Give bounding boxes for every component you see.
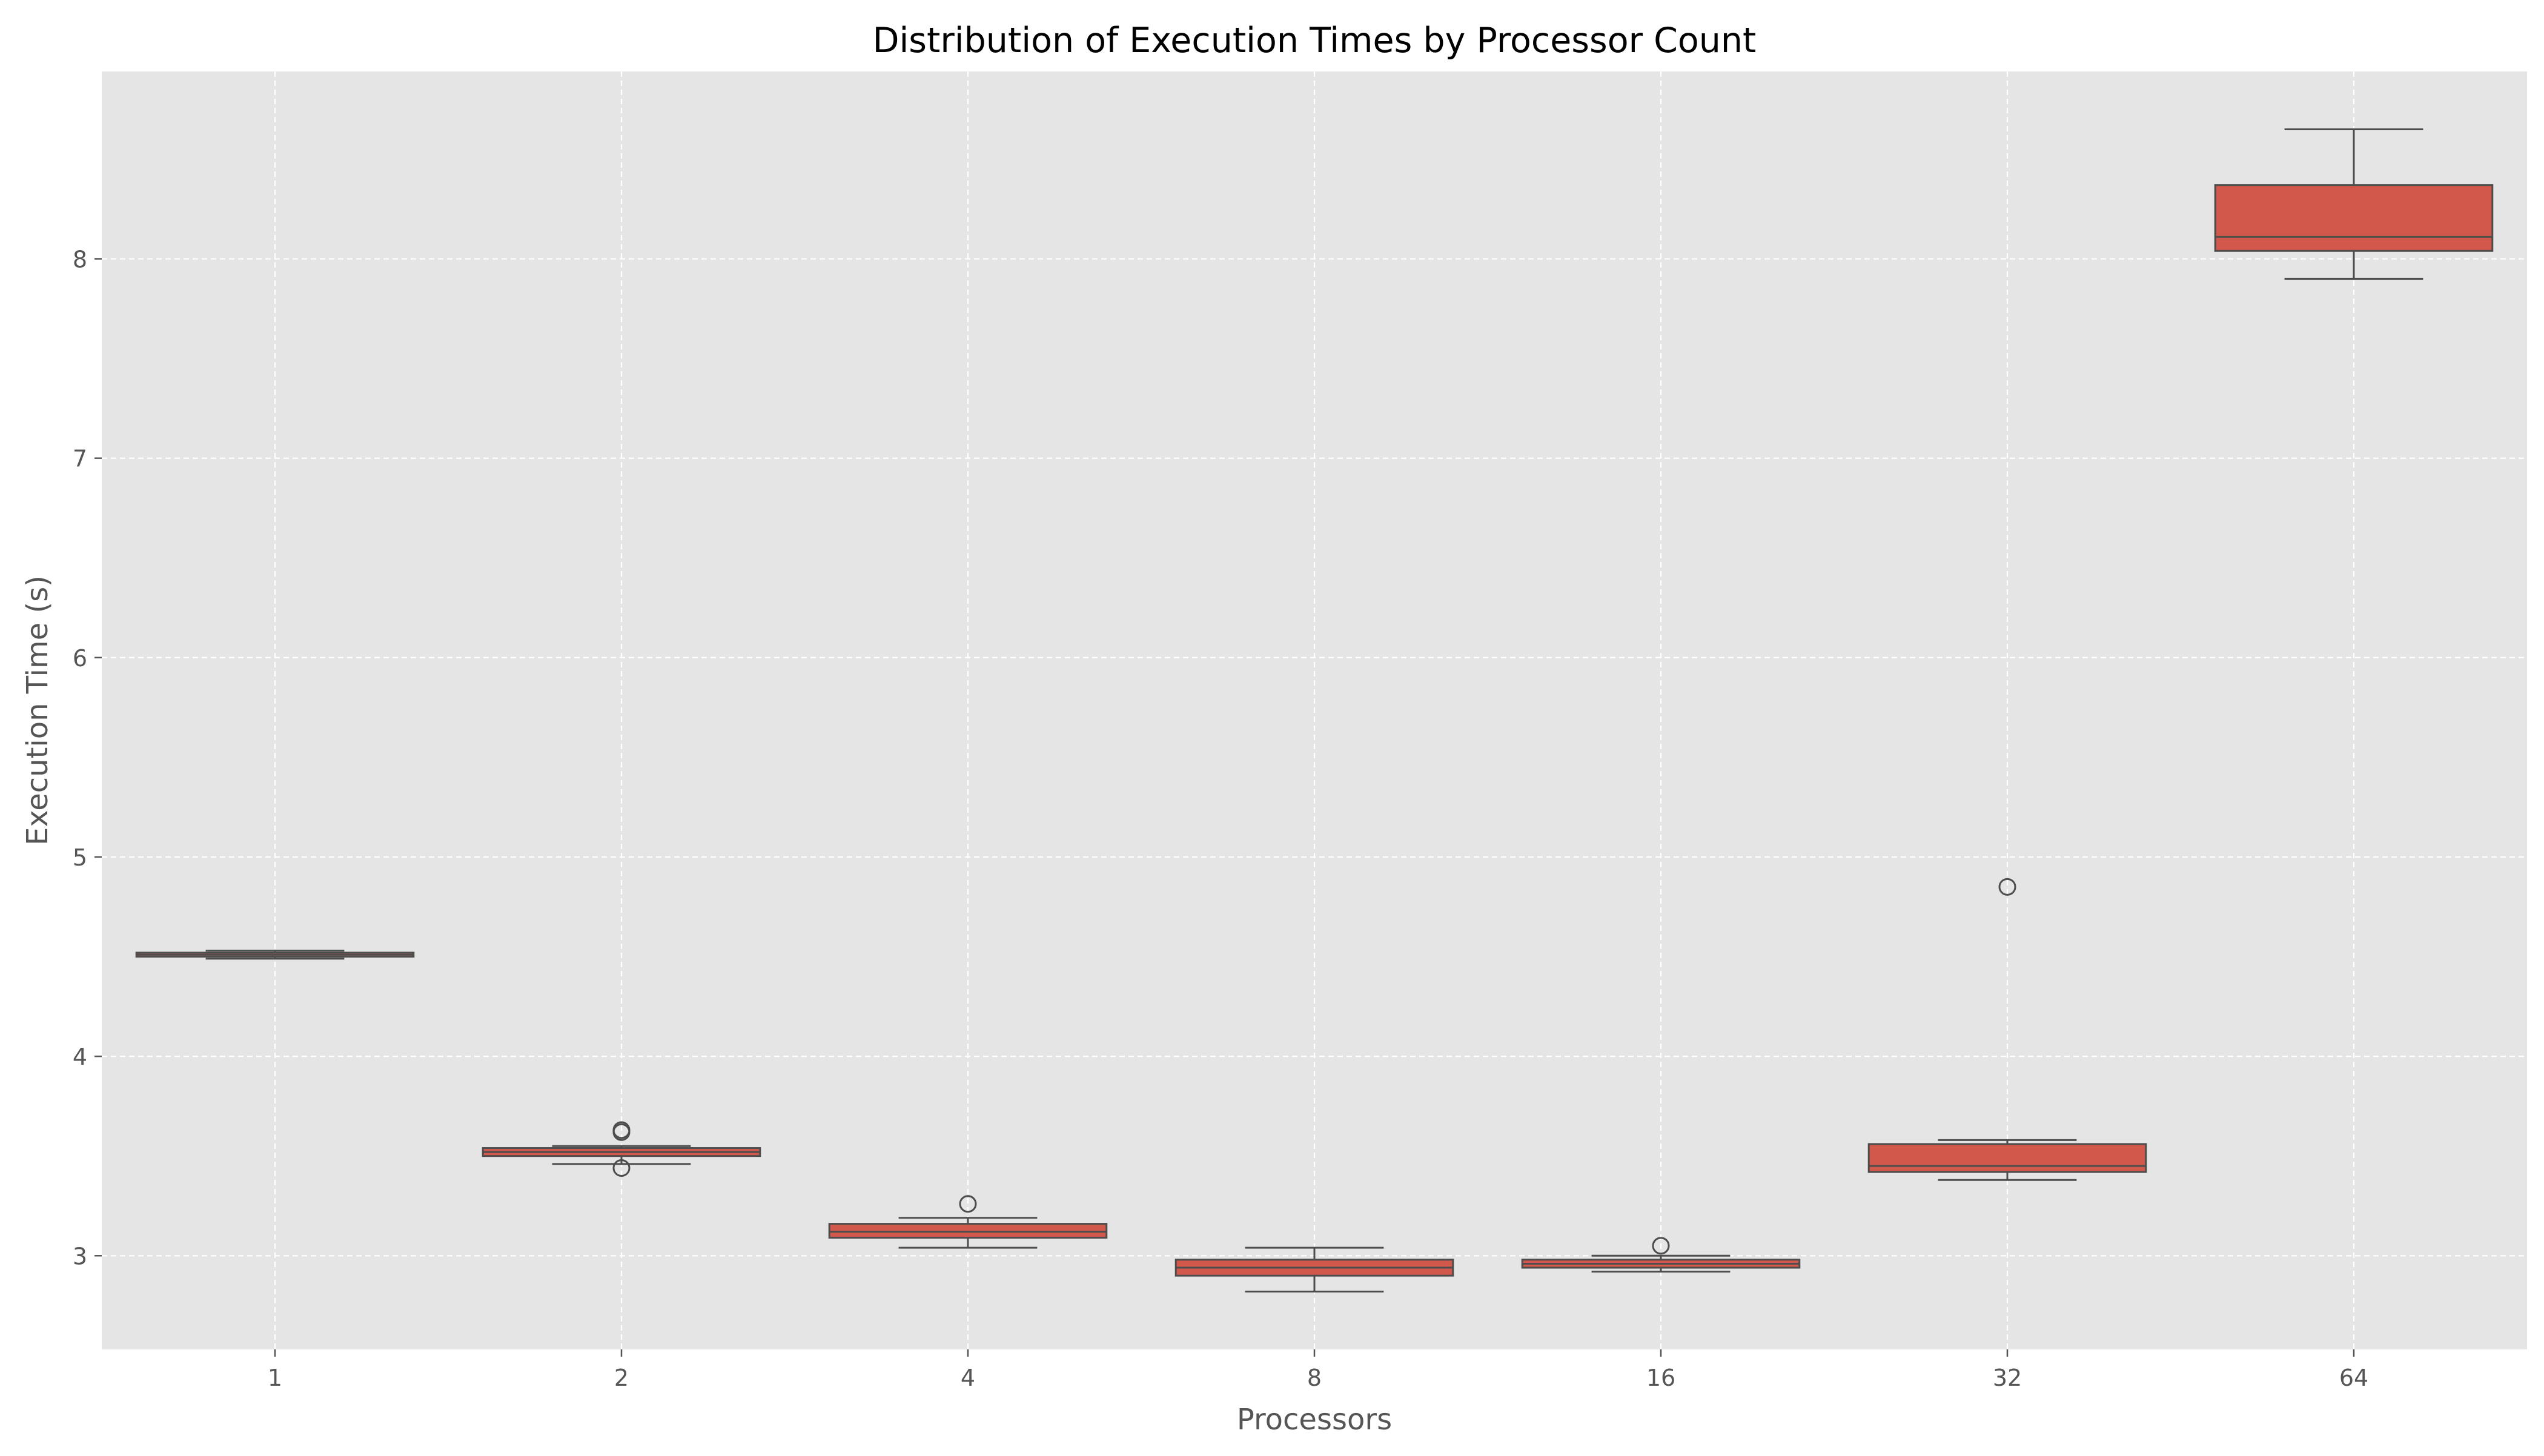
outlier-point <box>612 1159 631 1177</box>
x-tick-label: 32 <box>1993 1365 2022 1391</box>
y-tick-label: 4 <box>73 1044 87 1070</box>
chart-title: Distribution of Execution Times by Proce… <box>873 21 1757 61</box>
x-tick-label: 8 <box>1307 1365 1322 1391</box>
x-axis-label: Processors <box>1237 1403 1392 1437</box>
box-group-1 <box>135 950 415 960</box>
grid-lines <box>102 71 2527 1349</box>
box-group-32 <box>1867 878 2147 1181</box>
y-tick-label: 3 <box>73 1243 87 1269</box>
x-tick-label: 1 <box>268 1365 282 1391</box>
box-group-16 <box>1521 1237 1801 1273</box>
outlier-point <box>612 1123 631 1141</box>
x-tick-label: 64 <box>2339 1365 2368 1391</box>
outlier-point <box>1998 878 2016 896</box>
box-iqr <box>1867 1143 2147 1173</box>
y-tick-label: 5 <box>73 844 87 871</box>
y-tick-label: 6 <box>73 645 87 672</box>
box-group-4 <box>828 1195 1108 1249</box>
box-iqr <box>828 1223 1108 1239</box>
box-group-2 <box>482 1121 761 1177</box>
axis-ticks: 3 4 5 6 7 8 1 2 4 8 16 32 64 <box>73 246 2368 1391</box>
boxes-layer <box>135 128 2494 1293</box>
box-group-64 <box>2214 128 2494 280</box>
x-tick-label: 4 <box>961 1365 975 1391</box>
outlier-point <box>959 1195 977 1213</box>
box-group-8 <box>1174 1246 1454 1293</box>
y-tick-label: 7 <box>73 446 87 472</box>
x-tick-label: 16 <box>1646 1365 1675 1391</box>
box-iqr <box>2214 184 2494 252</box>
y-axis-label: Execution Time (s) <box>21 575 55 845</box>
x-tick-label: 2 <box>614 1365 629 1391</box>
outlier-point <box>1652 1237 1670 1255</box>
y-tick-label: 8 <box>73 246 87 273</box>
